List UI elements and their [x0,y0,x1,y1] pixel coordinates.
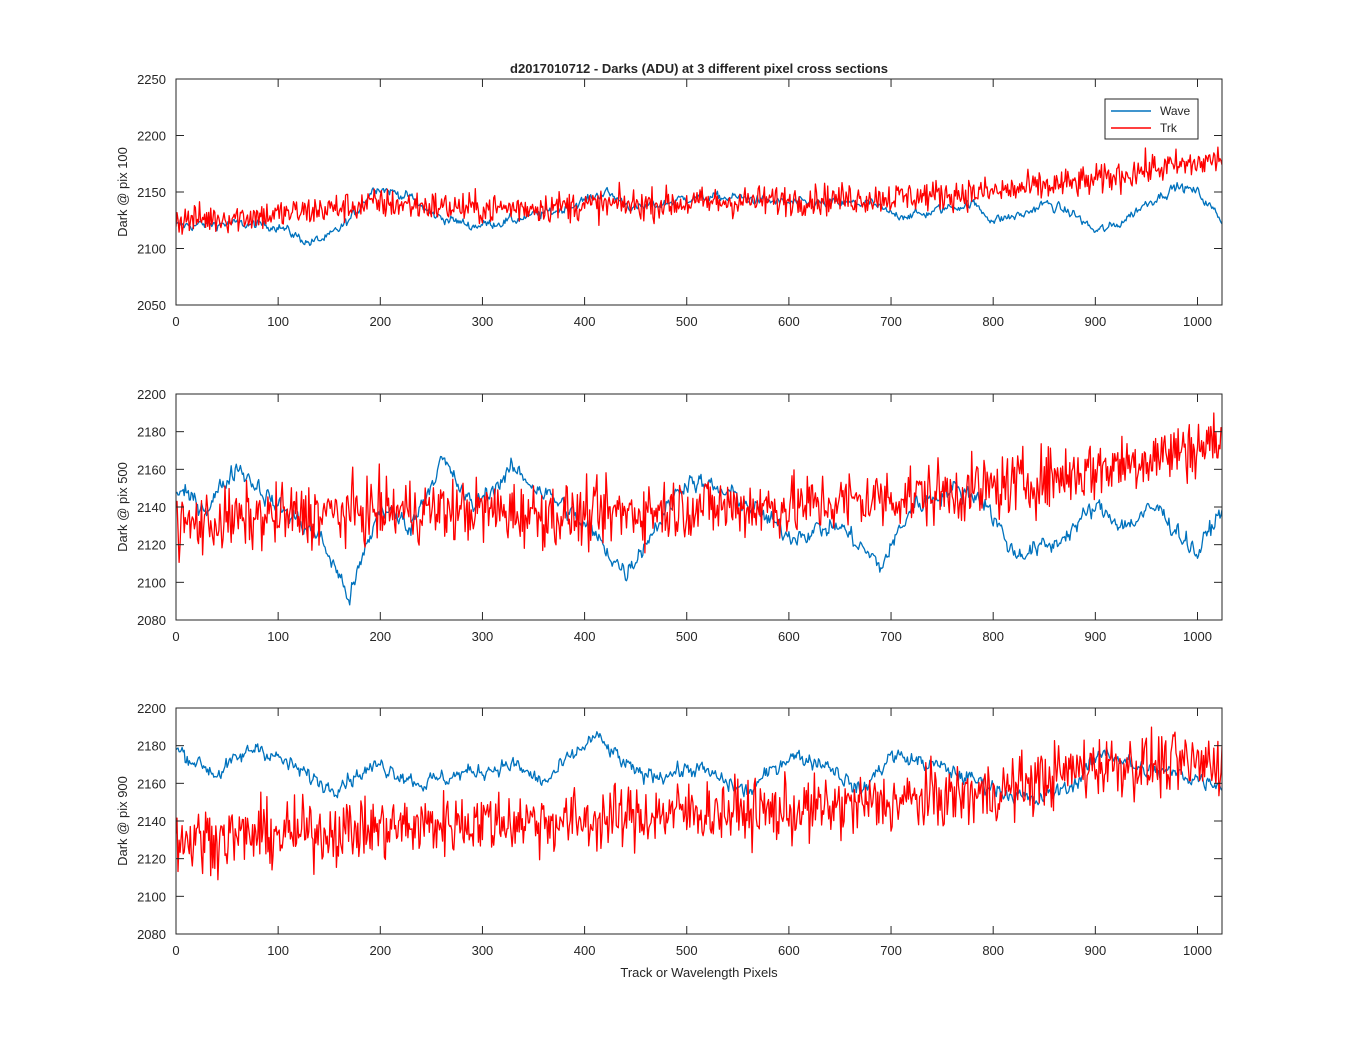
x-tick-label: 1000 [1183,314,1212,329]
x-tick-label: 800 [982,629,1004,644]
y-tick-label: 2250 [137,72,166,87]
y-tick-label: 2100 [137,889,166,904]
x-tick-label: 800 [982,943,1004,958]
x-tick-label: 800 [982,314,1004,329]
x-tick-label: 700 [880,629,902,644]
legend-box [1104,98,1199,140]
x-tick-label: 1000 [1183,943,1212,958]
x-tick-label: 400 [574,629,596,644]
x-tick-label: 900 [1084,629,1106,644]
x-tick-label: 300 [472,629,494,644]
x-axis-label: Track or Wavelength Pixels [620,965,778,980]
y-tick-label: 2200 [137,387,166,402]
y-axis-label: Dark @ pix 100 [115,147,130,237]
y-tick-label: 2160 [137,776,166,791]
y-axis-label: Dark @ pix 900 [115,776,130,866]
x-tick-label: 700 [880,943,902,958]
series-line-trk [176,146,1222,235]
y-tick-label: 2100 [137,575,166,590]
y-tick-label: 2120 [137,538,166,553]
subplot-2: 0 100 200 300 400 500 600 700 800 900 1000 2080 2100… [115,387,1223,644]
x-tick-label: 600 [778,943,800,958]
x-tick-label: 100 [267,314,289,329]
series-line-wave [176,455,1222,606]
legend-label-trk: Trk [1160,121,1178,135]
y-tick-label: 2200 [137,701,166,716]
x-tick-label: 500 [676,314,698,329]
series-line-trk [176,726,1222,881]
y-tick-label: 2100 [137,242,166,257]
x-tick-label: 300 [472,314,494,329]
plot-area [176,79,1222,305]
x-tick-label: 100 [267,943,289,958]
y-tick-label: 2050 [137,298,166,313]
x-tick-label: 600 [778,629,800,644]
x-tick-label: 700 [880,314,902,329]
y-tick-label: 2080 [137,927,166,942]
x-tick-label: 300 [472,943,494,958]
x-tick-label: 500 [676,629,698,644]
y-tick-label: 2200 [137,129,166,144]
x-tick-label: 0 [172,629,179,644]
subplot-3: 0 100 200 300 400 500 600 700 800 900 1000 2080 2100… [115,701,1223,958]
x-tick-label: 500 [676,943,698,958]
legend-label-wave: Wave [1160,104,1191,118]
y-tick-label: 2180 [137,739,166,754]
y-tick-label: 2140 [137,814,166,829]
subplot-panels: 0 100 200 300 400 500 600 700 800 900 100020502100… [115,72,1223,958]
x-tick-label: 100 [267,629,289,644]
subplot-1: 0 100 200 300 400 500 600 700 800 900 1000 2050 2100… [115,72,1223,329]
x-tick-label: 200 [369,629,391,644]
y-tick-label: 2080 [137,613,166,628]
series-line-wave [176,731,1222,807]
y-tick-label: 2160 [137,462,166,477]
figure-title: d2017010712 - Darks (ADU) at 3 different… [510,61,888,76]
x-tick-label: 900 [1084,943,1106,958]
y-tick-label: 2180 [137,425,166,440]
y-tick-label: 2140 [137,500,166,515]
x-tick-label: 900 [1084,314,1106,329]
x-tick-label: 0 [172,943,179,958]
x-tick-label: 1000 [1183,629,1212,644]
x-tick-label: 0 [172,314,179,329]
series-line-trk [176,412,1222,564]
y-tick-label: 2150 [137,185,166,200]
x-tick-label: 200 [369,314,391,329]
y-axis-label: Dark @ pix 500 [115,462,130,552]
y-tick-label: 2120 [137,852,166,867]
x-tick-label: 400 [574,314,596,329]
x-tick-label: 200 [369,943,391,958]
x-tick-label: 600 [778,314,800,329]
legend: Wave Trk [1104,98,1199,140]
x-tick-label: 400 [574,943,596,958]
